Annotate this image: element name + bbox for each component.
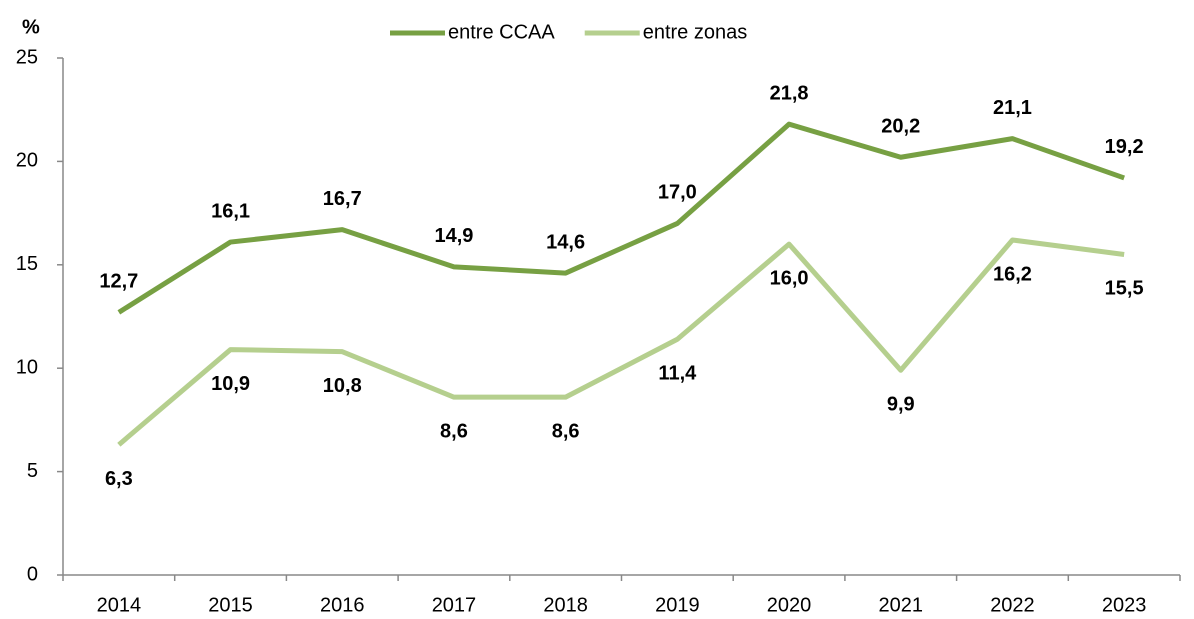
data-label: 6,3 <box>105 468 133 490</box>
x-tick-label: 2018 <box>543 594 588 616</box>
data-label: 21,1 <box>993 97 1032 119</box>
data-label: 16,1 <box>211 200 250 222</box>
data-label: 19,2 <box>1105 136 1144 158</box>
x-tick-label: 2017 <box>432 594 477 616</box>
data-label: 17,0 <box>658 182 697 204</box>
x-tick-label: 2022 <box>990 594 1035 616</box>
series-line <box>117 237 1125 447</box>
data-label: 8,6 <box>552 420 580 442</box>
y-tick-label: 10 <box>16 356 38 378</box>
data-label: 12,7 <box>99 271 138 293</box>
x-tick-label: 2023 <box>1102 594 1147 616</box>
data-label: 9,9 <box>887 394 915 416</box>
data-label: 20,2 <box>881 116 920 138</box>
data-label: 16,2 <box>993 263 1032 285</box>
series-line <box>117 121 1125 315</box>
x-tick-label: 2016 <box>320 594 365 616</box>
data-label: 15,5 <box>1105 278 1144 300</box>
data-label: 14,9 <box>434 225 473 247</box>
data-label: 10,9 <box>211 373 250 395</box>
data-label: 21,8 <box>770 82 809 104</box>
y-axis-label: % <box>22 16 40 38</box>
x-tick-label: 2020 <box>767 594 812 616</box>
y-tick-label: 25 <box>16 46 38 68</box>
data-label: 16,0 <box>770 267 809 289</box>
x-tick-label: 2019 <box>655 594 700 616</box>
y-tick-label: 15 <box>16 253 38 275</box>
x-tick-label: 2014 <box>97 594 142 616</box>
y-tick-label: 20 <box>16 150 38 172</box>
y-tick-label: 0 <box>27 563 38 585</box>
legend-label: entre CCAA <box>448 21 555 43</box>
y-tick-label: 5 <box>27 460 38 482</box>
data-label: 8,6 <box>440 420 468 442</box>
data-label: 11,4 <box>658 363 697 385</box>
data-label: 16,7 <box>323 188 362 210</box>
legend-label: entre zonas <box>643 21 748 43</box>
data-label: 10,8 <box>323 375 362 397</box>
x-tick-label: 2021 <box>879 594 924 616</box>
data-label: 14,6 <box>546 231 585 253</box>
x-tick-label: 2015 <box>208 594 253 616</box>
